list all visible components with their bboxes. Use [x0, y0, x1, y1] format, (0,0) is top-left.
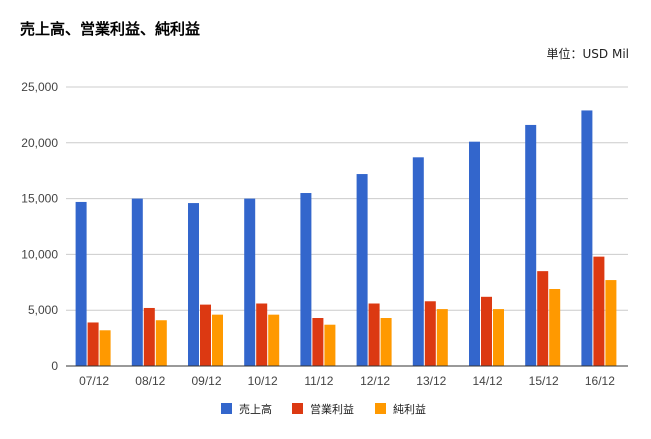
x-tick-label: 13/12	[416, 374, 446, 388]
bar-純利益-08/12	[155, 320, 167, 366]
bar-売上高-09/12	[188, 203, 199, 366]
bar-売上高-10/12	[244, 198, 256, 366]
legend-swatch	[375, 403, 386, 414]
bar-営業利益-15/12	[537, 271, 549, 366]
legend-swatch	[292, 403, 303, 414]
bar-純利益-12/12	[380, 318, 392, 366]
y-axis: 0 5,000 10,000 15,000 20,000 25,000	[21, 80, 58, 373]
bar-純利益-16/12	[605, 280, 617, 366]
bar-営業利益-16/12	[593, 256, 605, 366]
y-tick-label: 20,000	[21, 136, 58, 150]
chart-title: 売上高、営業利益、純利益	[20, 20, 201, 38]
bar-純利益-13/12	[436, 309, 448, 366]
legend-swatch	[221, 403, 232, 414]
bar-売上高-12/12	[356, 174, 368, 366]
bar-売上高-13/12	[412, 157, 424, 366]
x-tick-label: 16/12	[585, 374, 615, 388]
y-tick-label: 5,000	[28, 303, 58, 317]
bar-純利益-15/12	[549, 288, 561, 366]
bar-売上高-14/12	[469, 141, 480, 366]
bar-営業利益-13/12	[424, 301, 436, 366]
x-tick-label: 15/12	[529, 374, 559, 388]
y-tick-label: 0	[51, 359, 58, 373]
bar-営業利益-11/12	[312, 318, 324, 366]
bar-純利益-10/12	[268, 314, 280, 366]
bar-売上高-08/12	[131, 198, 143, 366]
x-tick-label: 07/12	[79, 374, 109, 388]
bar-売上高-07/12	[75, 201, 87, 366]
bar-売上高-11/12	[300, 193, 312, 366]
y-tick-label: 15,000	[21, 192, 58, 206]
x-tick-label: 10/12	[248, 374, 278, 388]
bar-営業利益-07/12	[87, 322, 99, 366]
bars	[75, 110, 617, 366]
bar-営業利益-14/12	[481, 296, 492, 366]
bar-営業利益-10/12	[256, 303, 268, 366]
y-tick-label: 10,000	[21, 247, 58, 261]
legend-label: 売上高	[239, 402, 272, 416]
legend: 売上高 営業利益 純利益	[221, 402, 426, 416]
x-axis: 07/12 08/12 09/12 10/12 11/12 12/12 13/12 14/12…	[66, 365, 628, 388]
x-tick-label: 09/12	[191, 374, 221, 388]
unit-label: 単位：USD Mil	[546, 47, 629, 61]
bar-純利益-09/12	[212, 314, 223, 366]
x-tick-label: 08/12	[135, 374, 165, 388]
bar-純利益-11/12	[324, 324, 336, 366]
legend-label: 純利益	[393, 402, 426, 416]
bar-営業利益-08/12	[143, 307, 155, 366]
bar-営業利益-09/12	[200, 304, 211, 366]
y-tick-label: 25,000	[21, 80, 58, 94]
legend-label: 営業利益	[310, 402, 354, 416]
x-tick-label: 12/12	[360, 374, 390, 388]
x-tick-label: 14/12	[472, 374, 502, 388]
bar-営業利益-12/12	[368, 303, 380, 366]
bar-純利益-14/12	[493, 309, 504, 366]
bar-純利益-07/12	[99, 330, 111, 366]
x-tick-label: 11/12	[304, 374, 333, 388]
bar-売上高-15/12	[525, 124, 537, 366]
bar-売上高-16/12	[581, 110, 593, 366]
